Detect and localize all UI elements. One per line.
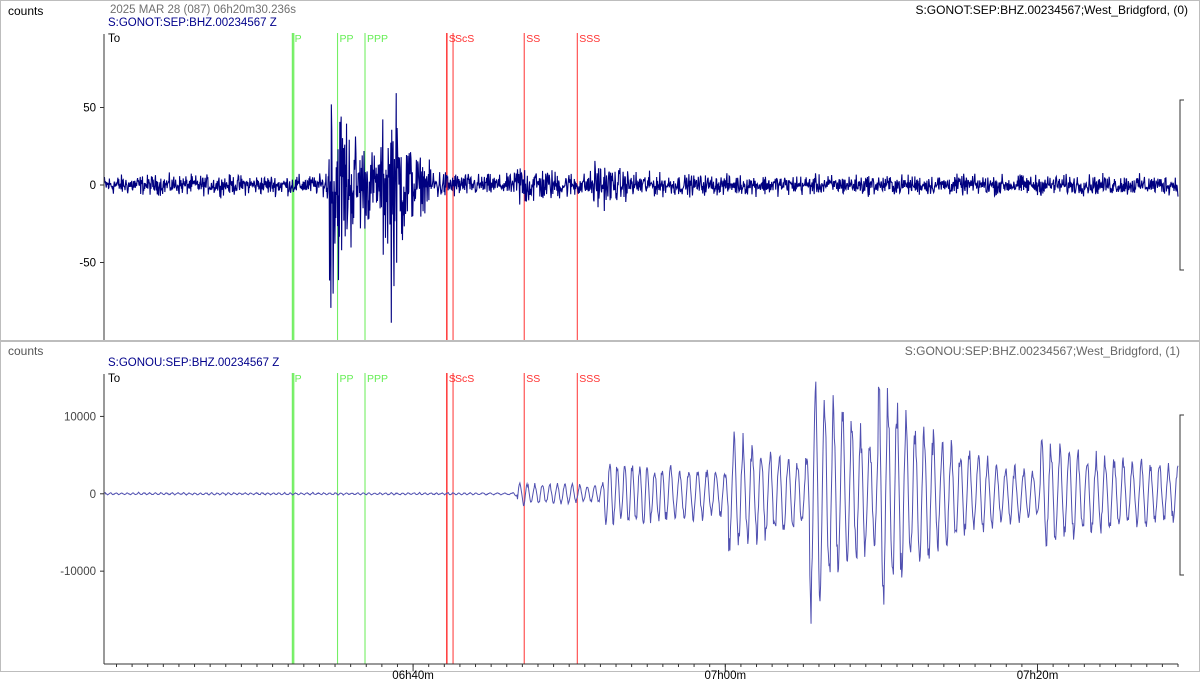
origin-label-0: To	[108, 33, 120, 45]
y-tick-label-1: 10000	[64, 411, 96, 423]
axes: 50 0 -50 10000 0 -10000 06h40m 07h00m 07h20m	[60, 34, 1184, 682]
y-unit-label-1: counts	[8, 344, 43, 358]
phase-label-p-1: P	[295, 373, 302, 385]
panel-frame-bottom	[0, 341, 1200, 672]
right-scale-bracket-1	[1179, 414, 1184, 576]
phase-label-sss-0: SSS	[579, 33, 600, 45]
waveform-trace-1	[103, 381, 1179, 624]
y-tick-label-1: 0	[90, 489, 96, 501]
phase-label-ss-1: SS	[526, 373, 540, 385]
y-tick-label-1: -10000	[60, 566, 96, 578]
phase-label-s-0: S	[449, 33, 456, 45]
x-tick-label: 07h00m	[705, 670, 747, 682]
phase-label-pp-0: PP	[340, 33, 354, 45]
phase-label-sss-1: SSS	[579, 373, 600, 385]
origin-label-1: To	[108, 373, 120, 385]
waveform-trace-0	[103, 93, 1179, 323]
phase-label-ppp-0: PPP	[367, 33, 388, 45]
x-tick-label: 07h20m	[1017, 670, 1059, 682]
station-label-0[interactable]: S:GONOT:SEP:BHZ.00234567;West_Bridgford,…	[915, 3, 1188, 17]
phase-label-s-1: S	[449, 373, 456, 385]
station-label-1[interactable]: S:GONOU:SEP:BHZ.00234567;West_Bridgford,…	[905, 344, 1180, 358]
y-tick-label-0: 0	[90, 180, 96, 192]
phase-label-pp-1: PP	[340, 373, 354, 385]
trace-title-1[interactable]: S:GONOU:SEP:BHZ.00234567 Z	[108, 357, 279, 369]
phase-label-ppp-1: PPP	[367, 373, 388, 385]
right-scale-bracket-0	[1179, 99, 1184, 271]
trace-title-0[interactable]: S:GONOT:SEP:BHZ.00234567 Z	[108, 17, 277, 29]
y-unit-label-0: counts	[8, 4, 43, 18]
waveform-traces	[103, 93, 1179, 624]
phase-label-scs-1: ScS	[455, 373, 474, 385]
y-tick-label-0: 50	[83, 103, 96, 115]
datetime-readout: 2025 MAR 28 (087) 06h20m30.236s	[110, 4, 296, 16]
x-tick-label: 06h40m	[392, 670, 434, 682]
y-tick-label-0: -50	[79, 258, 96, 270]
phase-label-scs-0: ScS	[455, 33, 474, 45]
phase-label-ss-0: SS	[526, 33, 540, 45]
phase-label-p-0: P	[295, 33, 302, 45]
